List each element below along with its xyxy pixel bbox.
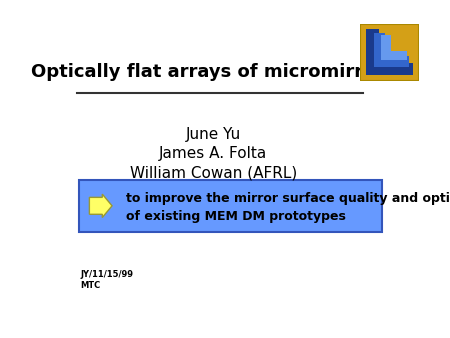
- Text: Optically flat arrays of micromirrors: Optically flat arrays of micromirrors: [31, 63, 395, 81]
- Text: MTC: MTC: [81, 281, 101, 290]
- Text: James A. Folta: James A. Folta: [159, 146, 267, 161]
- Text: William Cowan (AFRL): William Cowan (AFRL): [130, 166, 297, 181]
- Text: of existing MEM DM prototypes: of existing MEM DM prototypes: [126, 210, 346, 223]
- Text: to improve the mirror surface quality and optical fill-factor: to improve the mirror surface quality an…: [126, 192, 450, 205]
- Bar: [374, 56, 409, 67]
- Bar: [366, 29, 379, 75]
- Bar: [374, 33, 385, 67]
- Bar: [381, 51, 407, 61]
- Text: June Yu: June Yu: [185, 127, 241, 142]
- FancyBboxPatch shape: [79, 180, 382, 232]
- Text: JY/11/15/99: JY/11/15/99: [81, 270, 134, 279]
- Bar: [366, 63, 413, 75]
- FancyArrow shape: [90, 194, 112, 218]
- Bar: [381, 35, 391, 61]
